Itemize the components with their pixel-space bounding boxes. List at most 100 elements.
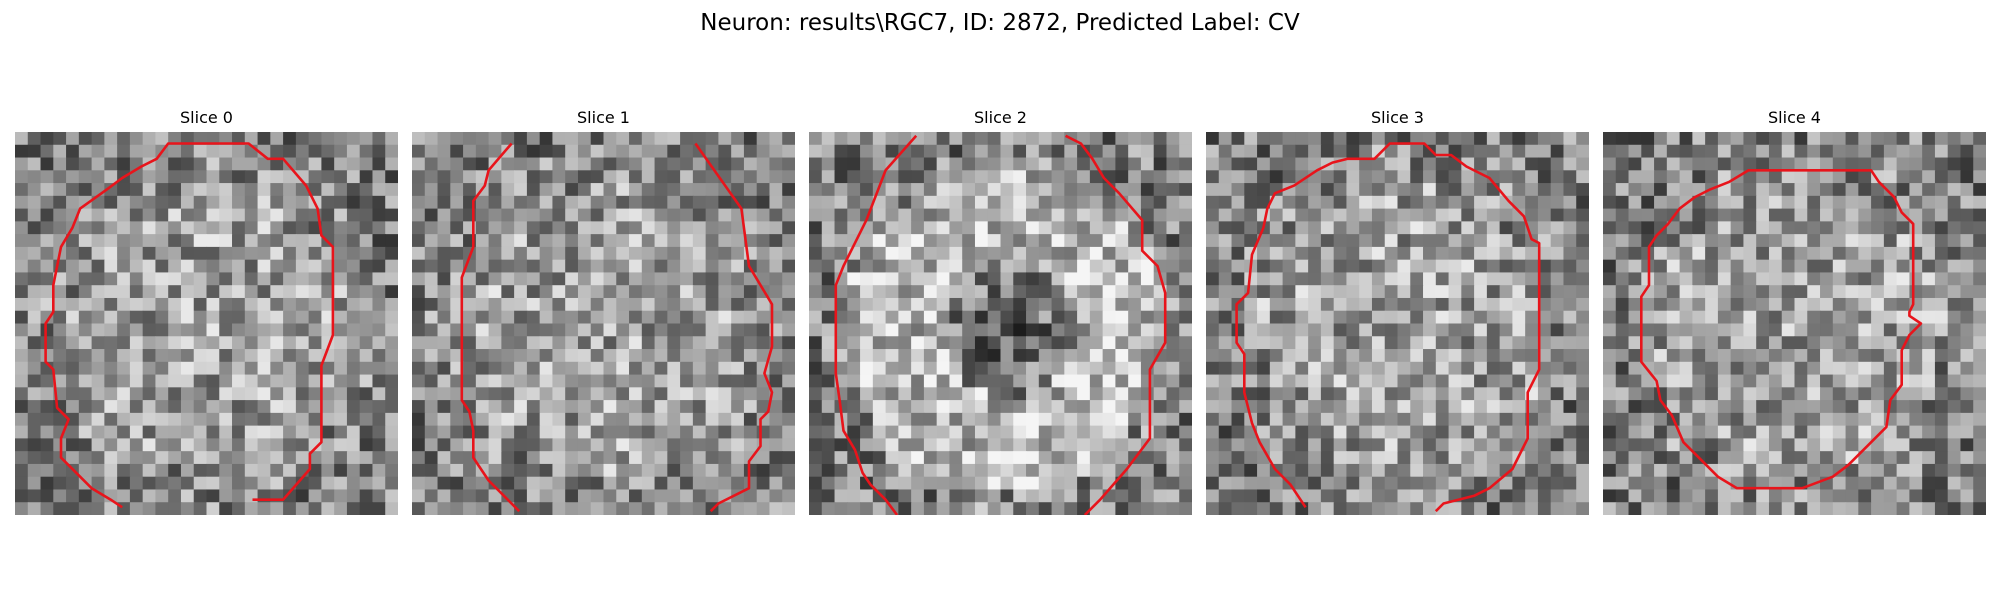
pixel-cell (437, 451, 451, 465)
pixel-cell (514, 374, 528, 388)
pixel-cell (1705, 297, 1719, 312)
pixel-cell (1550, 208, 1565, 222)
pixel-cell (1883, 221, 1898, 235)
pixel-cell (1333, 144, 1348, 159)
pixel-cell (552, 259, 566, 274)
pixel-cell (142, 451, 157, 465)
pixel-cell (1206, 438, 1220, 452)
pixel-cell (1153, 400, 1168, 414)
pixel-cell (346, 361, 361, 376)
pixel-cell (1807, 221, 1821, 235)
pixel-cell (1128, 310, 1142, 325)
pixel-cell (590, 400, 605, 414)
pixel-cell (782, 438, 795, 452)
pixel-cell (424, 144, 439, 159)
pixel-cell (1461, 451, 1475, 465)
pixel-cell (1435, 425, 1450, 439)
pixel-cell (1371, 489, 1386, 503)
pixel-cell (936, 285, 951, 299)
pixel-cell (1026, 183, 1040, 197)
pixel-cell (1692, 489, 1706, 503)
pixel-cell (718, 221, 732, 235)
pixel-cell (15, 208, 29, 222)
pixel-cell (91, 208, 105, 222)
pixel-cell (1499, 195, 1513, 210)
pixel-cell (1705, 234, 1719, 248)
pixel-cell (1179, 451, 1192, 465)
pixel-cell (206, 208, 220, 222)
pixel-cell (412, 349, 426, 363)
pixel-cell (1717, 170, 1732, 184)
pixel-cell (1140, 489, 1155, 503)
pixel-cell (1845, 170, 1859, 184)
pixel-cell (872, 476, 887, 491)
pixel-cell (104, 195, 118, 210)
pixel-cell (1781, 272, 1796, 286)
pixel-cell (667, 234, 681, 248)
pixel-cell (1832, 144, 1847, 159)
pixel-cell (718, 234, 732, 248)
pixel-cell (1743, 387, 1757, 401)
pixel-cell (1550, 234, 1565, 248)
pixel-cell (1960, 451, 1974, 465)
pixel-cell (769, 272, 783, 286)
pixel-cell (412, 221, 426, 235)
pixel-cell (1512, 157, 1526, 171)
pixel-cell (782, 183, 795, 197)
pixel-cell (15, 400, 29, 414)
pixel-cell (53, 476, 67, 491)
pixel-cell (1013, 132, 1027, 146)
pixel-cell (27, 297, 42, 312)
pixel-cell (1115, 246, 1129, 261)
pixel-cell (501, 438, 515, 452)
pixel-cell (1384, 374, 1399, 388)
pixel-cell (308, 451, 322, 465)
pixel-cell (104, 285, 118, 299)
pixel-cell (334, 361, 348, 376)
pixel-cell (1883, 259, 1898, 274)
pixel-cell (565, 336, 579, 350)
pixel-cell (526, 234, 541, 248)
pixel-cell (1013, 349, 1027, 363)
pixel-cell (731, 144, 745, 159)
pixel-cell (475, 132, 490, 146)
pixel-cell (1346, 336, 1360, 350)
pixel-cell (1115, 234, 1129, 248)
pixel-cell (1909, 438, 1923, 452)
pixel-cell (1206, 195, 1220, 210)
pixel-cell (424, 157, 439, 171)
pixel-cell (1692, 170, 1706, 184)
pixel-cell (206, 412, 220, 427)
pixel-cell (129, 259, 144, 274)
pixel-cell (1257, 195, 1271, 210)
pixel-cell (974, 425, 989, 439)
pixel-cell (539, 400, 554, 414)
pixel-cell (1282, 272, 1296, 286)
pixel-cell (1077, 259, 1091, 274)
pixel-cell (1038, 170, 1053, 184)
pixel-cell (629, 246, 643, 261)
pixel-cell (1666, 246, 1681, 261)
pixel-cell (359, 463, 374, 478)
pixel-cell (654, 183, 668, 197)
pixel-cell (731, 323, 745, 337)
pixel-cell (129, 374, 144, 388)
pixel-cell (743, 183, 758, 197)
pixel-cell (1000, 323, 1014, 337)
pixel-cell (193, 400, 208, 414)
pixel-cell (1756, 259, 1770, 274)
pixel-cell (809, 387, 823, 401)
pixel-cell (1320, 502, 1335, 515)
pixel-cell (1308, 323, 1322, 337)
pixel-cell (654, 463, 668, 478)
pixel-cell (129, 400, 144, 414)
pixel-cell (641, 374, 656, 388)
pixel-cell (1051, 310, 1065, 325)
pixel-cell (104, 170, 118, 184)
pixel-cell (1947, 144, 1962, 159)
pixel-cell (949, 489, 963, 503)
pixel-cell (987, 246, 1002, 261)
pixel-cell (1166, 374, 1180, 388)
pixel-cell (1218, 451, 1233, 465)
pixel-cell (15, 234, 29, 248)
